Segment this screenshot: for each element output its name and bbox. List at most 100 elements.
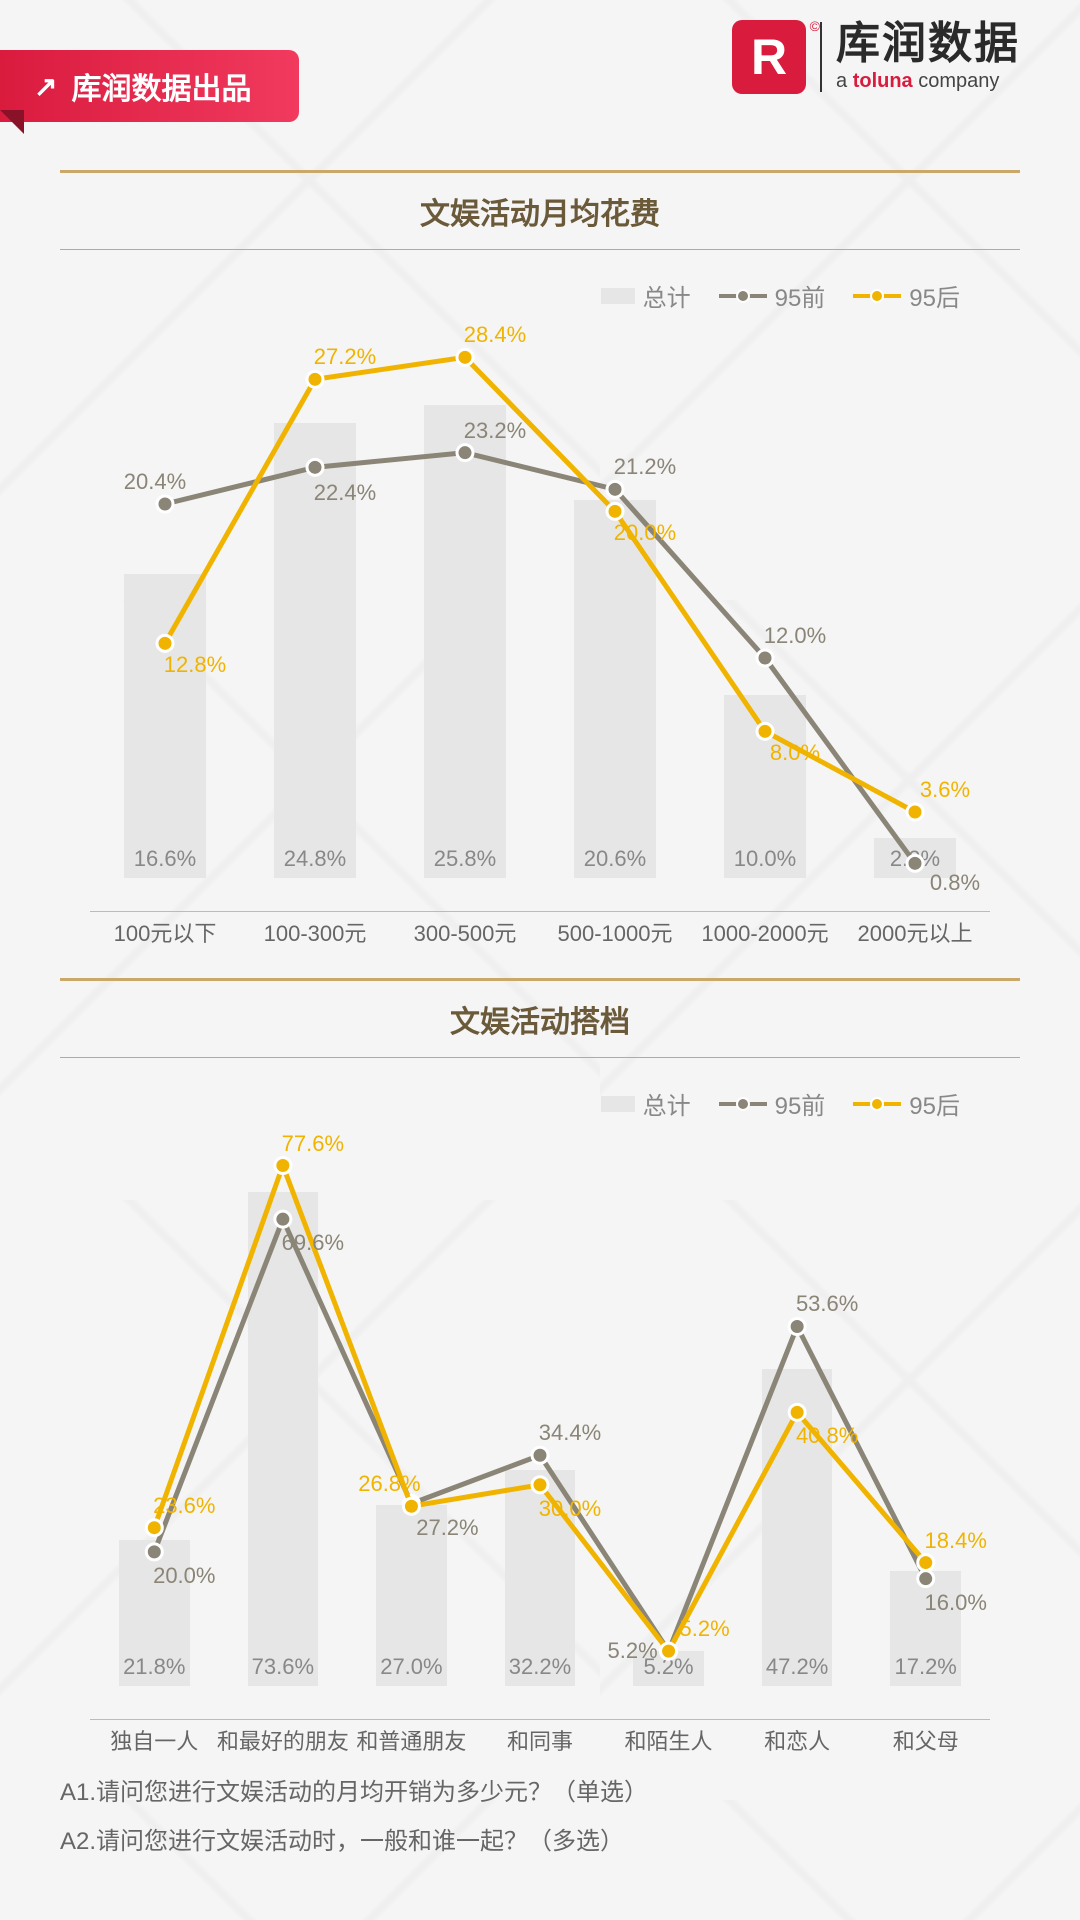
logo-subtitle: a toluna company: [836, 70, 1020, 93]
post95-value-label: 5.2%: [679, 1616, 729, 1642]
post95-marker: [157, 635, 173, 651]
x-axis-label: 和陌生人: [625, 1724, 713, 1756]
pre95-marker: [307, 459, 323, 475]
legend-bar-swatch: [601, 1096, 635, 1112]
post95-marker: [789, 1404, 805, 1420]
pre95-marker: [457, 445, 473, 461]
pre95-marker: [918, 1571, 934, 1587]
post95-value-label: 23.6%: [153, 1493, 215, 1519]
post95-marker: [661, 1643, 677, 1659]
legend-bar-swatch: [601, 288, 635, 304]
logo-icon: R: [732, 20, 806, 94]
pre95-value-label: 69.6%: [282, 1230, 344, 1256]
legend-line-pre95-icon: [719, 288, 767, 304]
legend-pre95: 95前: [719, 1086, 826, 1121]
chart2-title: 文娱活动搭档: [60, 997, 1020, 1041]
legend-line-pre95-icon: [719, 1096, 767, 1112]
pre95-value-label: 27.2%: [416, 1515, 478, 1541]
chart1-area: 总计 95前 95后 16.6%24.8%25.8%20.6%10.0%2.2%…: [60, 268, 1020, 948]
pre95-marker: [532, 1447, 548, 1463]
chart1-legend: 总计 95前 95后: [601, 278, 960, 313]
pre95-value-label: 53.6%: [796, 1291, 858, 1317]
post95-marker: [457, 349, 473, 365]
x-axis-label: 2000元以上: [858, 916, 973, 948]
legend-total: 总计: [601, 1086, 691, 1121]
logo: R 库润数据 a toluna company: [732, 20, 1020, 94]
brand-badge: 库润数据出品: [0, 50, 299, 122]
question-a1: A1.请问您进行文娱活动的月均开销为多少元？（单选）: [60, 1772, 648, 1807]
post95-marker: [307, 371, 323, 387]
pre95-line: [165, 453, 915, 864]
x-axis-label: 和普通朋友: [356, 1724, 466, 1756]
x-axis-label: 和恋人: [764, 1724, 830, 1756]
pre95-marker: [907, 855, 923, 871]
pre95-value-label: 22.4%: [314, 480, 376, 506]
pre95-marker: [146, 1544, 162, 1560]
pre95-value-label: 5.2%: [607, 1638, 657, 1664]
logo-title: 库润数据: [836, 22, 1020, 66]
x-axis-label: 和同事: [507, 1724, 573, 1756]
logo-text: 库润数据 a toluna company: [836, 22, 1020, 93]
x-axis-label: 100-300元: [264, 916, 367, 948]
pre95-marker: [157, 496, 173, 512]
legend-post95: 95后: [853, 1086, 960, 1121]
post95-value-label: 3.6%: [920, 777, 970, 803]
post95-value-label: 12.8%: [164, 652, 226, 678]
chart2-xlabels: 独自一人和最好的朋友和普通朋友 和同事 和陌生人 和恋人 和父母: [90, 1724, 990, 1756]
brand-badge-text: 库润数据出品: [71, 64, 251, 108]
post95-marker: [918, 1555, 934, 1571]
header: 库润数据出品 R 库润数据 a toluna company: [0, 0, 1080, 140]
x-axis-label: 300-500元: [414, 916, 517, 948]
chart1-xlabels: 100元以下 100-300元 300-500元 500-1000元 1000-2000…: [90, 916, 990, 948]
chart1-lines: [90, 328, 990, 878]
footer-questions: A1.请问您进行文娱活动的月均开销为多少元？（单选） A2.请问您进行文娱活动时…: [60, 1772, 648, 1870]
pre95-marker: [607, 481, 623, 497]
chart2-title-wrap: 文娱活动搭档: [60, 978, 1020, 1058]
pre95-value-label: 34.4%: [539, 1420, 601, 1446]
post95-value-label: 30.0%: [539, 1496, 601, 1522]
chart2-xaxis: [90, 1719, 990, 1720]
post95-marker: [146, 1520, 162, 1536]
brand-badge-notch: [0, 110, 24, 134]
legend-line-post95-icon: [853, 288, 901, 304]
pre95-value-label: 0.8%: [930, 870, 980, 896]
x-axis-label: 100元以下: [114, 916, 217, 948]
question-a2: A2.请问您进行文娱活动时，一般和谁一起？（多选）: [60, 1821, 648, 1856]
pre95-value-label: 21.2%: [614, 454, 676, 480]
pre95-marker: [275, 1211, 291, 1227]
pre95-value-label: 16.0%: [925, 1590, 987, 1616]
post95-marker: [275, 1158, 291, 1174]
x-axis-label: 500-1000元: [558, 916, 673, 948]
post95-value-label: 8.0%: [770, 740, 820, 766]
chart2-area: 总计 95前 95后 21.8%73.6%27.0%32.2%5.2%47.2%…: [60, 1076, 1020, 1756]
chart1-plot: 16.6%24.8%25.8%20.6%10.0%2.2% 20.4%22.4%…: [90, 328, 990, 878]
chart1-title-wrap: 文娱活动月均花费: [60, 170, 1020, 250]
pre95-value-label: 12.0%: [764, 623, 826, 649]
pre95-marker: [757, 650, 773, 666]
post95-line: [154, 1166, 925, 1652]
pre95-value-label: 20.4%: [124, 469, 186, 495]
x-axis-label: 和父母: [893, 1724, 959, 1756]
post95-marker: [532, 1477, 548, 1493]
legend-total: 总计: [601, 278, 691, 313]
logo-divider: [820, 22, 822, 92]
post95-value-label: 18.4%: [925, 1528, 987, 1554]
chart2-legend: 总计 95前 95后: [601, 1086, 960, 1121]
legend-line-post95-icon: [853, 1096, 901, 1112]
pre95-value-label: 20.0%: [153, 1563, 215, 1589]
chart2-plot: 21.8%73.6%27.0%32.2%5.2%47.2%17.2% 20.0%…: [90, 1136, 990, 1686]
x-axis-label: 独自一人: [110, 1724, 198, 1756]
chart1-panel: 文娱活动月均花费 总计 95前 95后 16.6%24.8%25.8%20.6%…: [60, 170, 1020, 948]
x-axis-label: 1000-2000元: [701, 916, 828, 948]
post95-marker: [757, 723, 773, 739]
post95-value-label: 40.8%: [796, 1423, 858, 1449]
post95-marker: [907, 804, 923, 820]
post95-marker: [607, 503, 623, 519]
chart1-xaxis: [90, 911, 990, 912]
post95-marker: [403, 1498, 419, 1514]
x-axis-label: 和最好的朋友: [217, 1724, 349, 1756]
legend-post95: 95后: [853, 278, 960, 313]
chart1-title: 文娱活动月均花费: [60, 189, 1020, 233]
chart2-lines: [90, 1136, 990, 1686]
legend-pre95: 95前: [719, 278, 826, 313]
